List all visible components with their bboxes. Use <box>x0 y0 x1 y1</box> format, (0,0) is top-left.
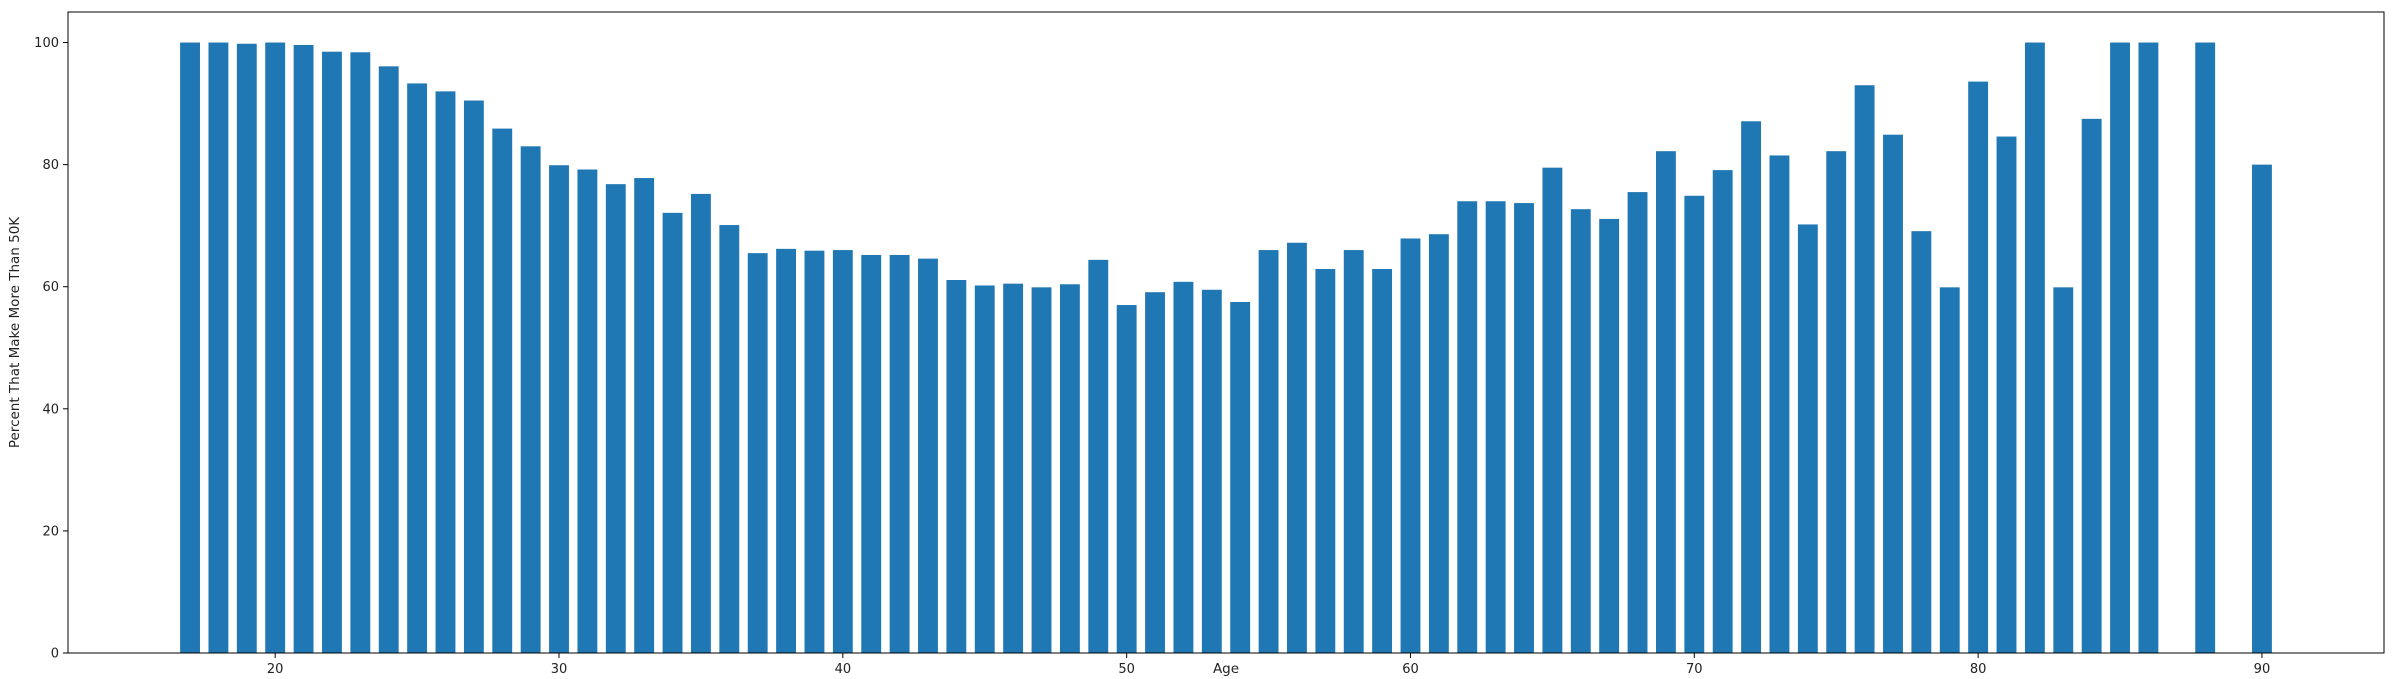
bar-age-45 <box>974 285 995 653</box>
bar-age-78 <box>1911 231 1932 653</box>
bar-age-21 <box>293 44 314 654</box>
bar-age-26 <box>435 91 456 653</box>
bar-age-48 <box>1059 284 1080 653</box>
bar-age-55 <box>1258 250 1279 654</box>
plot-frame <box>67 11 2385 654</box>
bar-age-60 <box>1400 238 1421 653</box>
bar-age-19 <box>236 43 257 654</box>
bar-age-69 <box>1655 151 1676 653</box>
bar-age-88 <box>2195 42 2216 654</box>
bar-age-17 <box>180 42 200 654</box>
x-tick-label-50: 50 <box>1118 662 1135 677</box>
y-tick-label-40: 40 <box>42 402 59 417</box>
bar-age-51 <box>1145 292 1165 653</box>
bar-age-83 <box>2053 287 2074 653</box>
bar-age-62 <box>1457 201 1478 653</box>
bar-age-56 <box>1287 242 1307 653</box>
bar-age-47 <box>1031 287 1052 653</box>
bar-age-79 <box>1939 287 1960 653</box>
bar-age-27 <box>463 100 484 654</box>
y-tick-label-60: 60 <box>42 280 59 295</box>
bar-age-28 <box>492 128 513 653</box>
bar-age-71 <box>1712 170 1733 653</box>
bar-age-22 <box>322 51 342 653</box>
bar-age-25 <box>407 83 428 653</box>
bar-age-30 <box>549 165 569 653</box>
bar-age-54 <box>1230 301 1251 653</box>
bar-age-44 <box>946 279 967 653</box>
x-tick-label-90: 90 <box>2254 662 2271 677</box>
bar-age-37 <box>747 253 768 653</box>
bar-age-64 <box>1514 203 1534 653</box>
x-tick-label-80: 80 <box>1970 662 1987 677</box>
bar-age-20 <box>265 42 286 654</box>
bar-age-42 <box>889 254 910 653</box>
bars <box>180 42 2272 654</box>
bar-age-38 <box>776 248 797 654</box>
bar-age-52 <box>1173 281 1194 653</box>
y-tick-label-0: 0 <box>51 647 59 662</box>
bar-age-90 <box>2252 164 2272 653</box>
bar-age-46 <box>1003 283 1024 653</box>
x-tick-label-60: 60 <box>1402 662 1419 677</box>
bar-age-58 <box>1343 250 1364 654</box>
bar-age-32 <box>605 184 626 653</box>
bar-age-31 <box>577 169 598 653</box>
bar-age-33 <box>634 178 655 653</box>
bar-age-70 <box>1684 195 1705 653</box>
bar-age-43 <box>918 258 938 653</box>
bar-age-68 <box>1627 192 1648 654</box>
bar-age-39 <box>804 250 825 653</box>
bar-age-53 <box>1201 289 1222 653</box>
bar-age-59 <box>1372 269 1393 653</box>
y-tick-label-100: 100 <box>34 36 59 51</box>
bar-age-74 <box>1797 224 1818 653</box>
bar-age-35 <box>690 193 711 653</box>
y-tick-label-80: 80 <box>42 158 59 173</box>
bar-age-85 <box>2110 42 2130 654</box>
bar-age-77 <box>1883 134 1903 654</box>
y-axis: 0 20 40 60 80 100 <box>34 36 68 662</box>
bar-age-84 <box>2081 118 2102 654</box>
bar-age-65 <box>1542 167 1563 653</box>
bar-age-34 <box>662 212 683 653</box>
bar-age-86 <box>2138 42 2159 654</box>
x-tick-label-40: 40 <box>835 662 852 677</box>
bar-age-76 <box>1854 85 1875 653</box>
bar-age-18 <box>208 42 229 654</box>
bar-age-36 <box>719 225 740 653</box>
bar-age-73 <box>1769 155 1790 653</box>
bar-age-80 <box>1968 81 1989 653</box>
bar-age-24 <box>378 66 399 653</box>
bar-age-50 <box>1116 305 1137 653</box>
x-tick-label-30: 30 <box>551 662 568 677</box>
bar-age-75 <box>1826 151 1847 653</box>
y-tick-label-20: 20 <box>42 524 59 539</box>
bar-age-66 <box>1570 209 1591 653</box>
bar-age-41 <box>861 254 882 653</box>
x-axis: 20 30 40 50 60 70 80 90 <box>267 653 2270 677</box>
bar-age-29 <box>520 146 541 654</box>
bar-age-67 <box>1599 218 1620 654</box>
bar-age-61 <box>1428 234 1449 654</box>
y-axis-label: Percent That Make More Than 50K <box>7 216 23 448</box>
bar-age-23 <box>350 52 371 653</box>
bar-age-57 <box>1315 269 1336 653</box>
bar-age-81 <box>1996 136 2017 654</box>
bar-age-49 <box>1088 259 1109 653</box>
x-tick-label-20: 20 <box>267 662 284 677</box>
bar-age-40 <box>832 250 853 654</box>
bar-age-72 <box>1741 121 1762 653</box>
bar-age-82 <box>2024 42 2045 654</box>
x-axis-label: Age <box>1213 661 1239 677</box>
x-tick-label-70: 70 <box>1686 662 1703 677</box>
bar-age-63 <box>1485 201 1506 653</box>
